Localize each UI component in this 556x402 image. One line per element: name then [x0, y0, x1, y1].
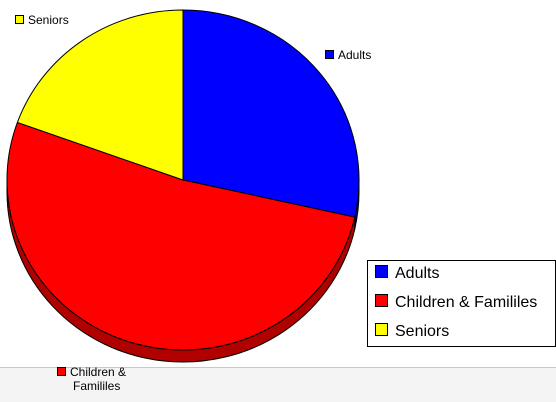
- data-label-seniors: Seniors: [15, 13, 69, 27]
- legend-swatch-adults: [375, 265, 388, 278]
- adults-label-swatch: [325, 50, 334, 59]
- legend-item-adults: Adults: [375, 265, 439, 283]
- children-label-swatch: [57, 367, 66, 376]
- data-label-adults-text: Adults: [338, 48, 372, 62]
- seniors-label-swatch: [15, 15, 24, 24]
- legend-item-seniors: Seniors: [375, 323, 449, 341]
- legend-label-adults: Adults: [395, 265, 440, 282]
- data-label-children: Children & Famililes: [57, 365, 126, 393]
- data-label-children-line2: Famililes: [73, 379, 121, 393]
- legend-label-children: Children & Famililes: [395, 294, 538, 311]
- legend-label-seniors: Seniors: [395, 323, 450, 340]
- bottom-strip: [0, 367, 556, 402]
- data-label-adults: Adults: [325, 48, 371, 62]
- data-label-children-line1: Children &: [57, 365, 126, 379]
- legend-swatch-children: [375, 294, 388, 307]
- chart-legend: Adults Children & Famililes Seniors: [367, 260, 556, 347]
- pie-slice-children: [6, 121, 356, 351]
- legend-item-children: Children & Famililes: [375, 294, 537, 312]
- pie-slice-seniors: [16, 9, 184, 181]
- pie-slice-adults: [182, 9, 360, 218]
- legend-swatch-seniors: [375, 323, 388, 336]
- data-label-seniors-text: Seniors: [28, 13, 69, 27]
